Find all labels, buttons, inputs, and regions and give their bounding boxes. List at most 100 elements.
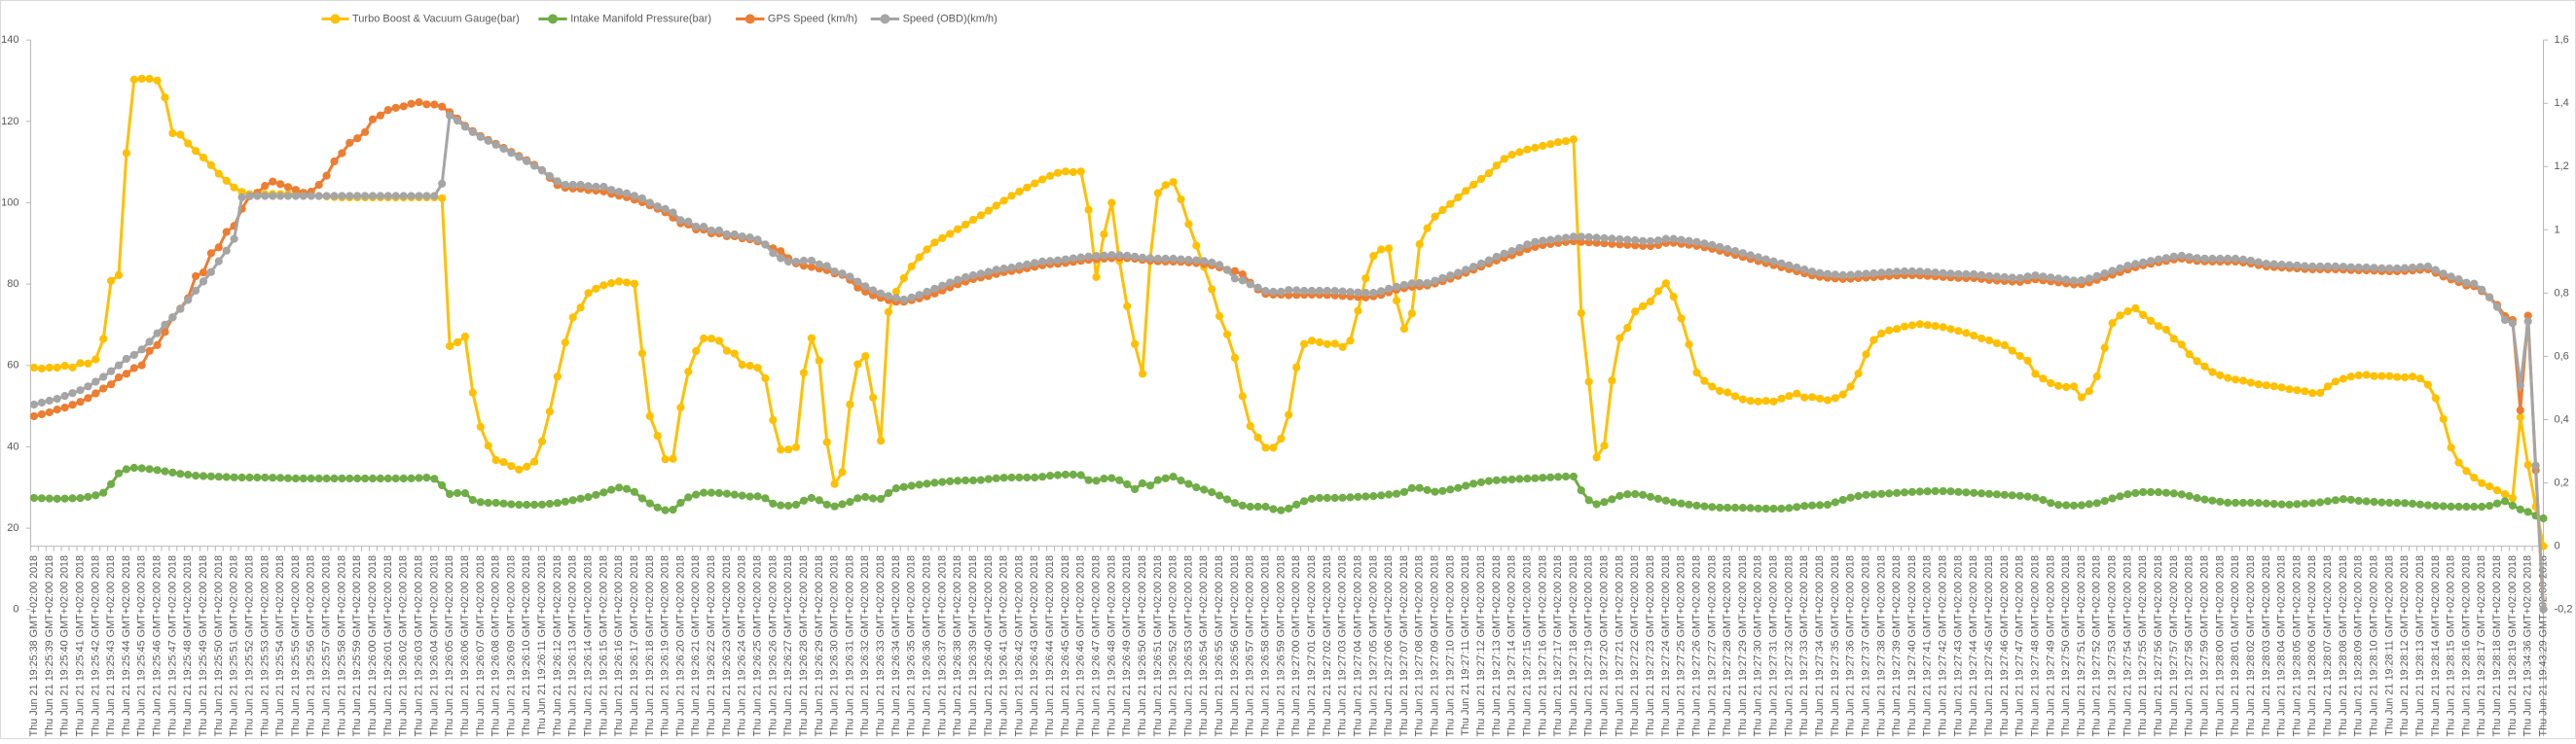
svg-text:Thu Jun 21 19:25:38 GMT+02:00: Thu Jun 21 19:25:38 GMT+02:00 2018	[28, 555, 40, 736]
svg-text:Thu Jun 21 19:26:10 GMT+02:00: Thu Jun 21 19:26:10 GMT+02:00 2018	[521, 555, 532, 736]
svg-text:Thu Jun 21 19:27:16 GMT+02:00: Thu Jun 21 19:27:16 GMT+02:00 2018	[1537, 555, 1548, 736]
svg-text:0,8: 0,8	[2555, 287, 2569, 299]
svg-text:1,6: 1,6	[2555, 34, 2569, 46]
svg-text:Thu Jun 21 19:26:40 GMT+02:00: Thu Jun 21 19:26:40 GMT+02:00 2018	[983, 555, 995, 736]
svg-text:Thu Jun 21 19:25:54 GMT+02:00: Thu Jun 21 19:25:54 GMT+02:00 2018	[274, 555, 286, 736]
svg-text:Thu Jun 21 19:25:59 GMT+02:00: Thu Jun 21 19:25:59 GMT+02:00 2018	[351, 555, 363, 736]
svg-text:Thu Jun 21 19:27:11 GMT+02:00: Thu Jun 21 19:27:11 GMT+02:00 2018	[1460, 555, 1471, 736]
svg-text:Thu Jun 21 19:25:55 GMT+02:00: Thu Jun 21 19:25:55 GMT+02:00 2018	[290, 555, 302, 736]
svg-text:Thu Jun 21 19:27:38 GMT+02:00: Thu Jun 21 19:27:38 GMT+02:00 2018	[1875, 555, 1887, 736]
svg-text:Thu Jun 21 19:28:00 GMT+02:00: Thu Jun 21 19:28:00 GMT+02:00 2018	[2214, 555, 2226, 736]
svg-text:0,4: 0,4	[2555, 414, 2569, 426]
svg-text:Thu Jun 21 19:26:55 GMT+02:00: Thu Jun 21 19:26:55 GMT+02:00 2018	[1214, 555, 1225, 736]
svg-text:Thu Jun 21 19:26:34 GMT+02:00: Thu Jun 21 19:26:34 GMT+02:00 2018	[890, 555, 902, 736]
svg-text:Thu Jun 21 19:27:22 GMT+02:00: Thu Jun 21 19:27:22 GMT+02:00 2018	[1629, 555, 1641, 736]
svg-text:Thu Jun 21 19:26:15 GMT+02:00: Thu Jun 21 19:26:15 GMT+02:00 2018	[598, 555, 609, 736]
svg-text:Thu Jun 21 19:26:45 GMT+02:00: Thu Jun 21 19:26:45 GMT+02:00 2018	[1060, 555, 1071, 736]
svg-text:Thu Jun 21 19:34:36 GMT+02:00: Thu Jun 21 19:34:36 GMT+02:00 2018	[2522, 555, 2534, 736]
svg-text:Thu Jun 21 19:28:09 GMT+02:00: Thu Jun 21 19:28:09 GMT+02:00 2018	[2353, 555, 2365, 736]
svg-text:Thu Jun 21 19:27:12 GMT+02:00: Thu Jun 21 19:27:12 GMT+02:00 2018	[1475, 555, 1487, 736]
svg-text:Thu Jun 21 19:27:33 GMT+02:00: Thu Jun 21 19:27:33 GMT+02:00 2018	[1798, 555, 1810, 736]
svg-text:Thu Jun 21 19:27:42 GMT+02:00: Thu Jun 21 19:27:42 GMT+02:00 2018	[1938, 555, 1949, 736]
svg-text:Thu Jun 21 19:26:53 GMT+02:00: Thu Jun 21 19:26:53 GMT+02:00 2018	[1182, 555, 1194, 736]
svg-text:Thu Jun 21 19:27:30 GMT+02:00: Thu Jun 21 19:27:30 GMT+02:00 2018	[1753, 555, 1764, 736]
svg-text:Turbo Boost & Vacuum Gauge(bar: Turbo Boost & Vacuum Gauge(bar)	[352, 14, 520, 25]
svg-text:Thu Jun 21 19:26:51 GMT+02:00: Thu Jun 21 19:26:51 GMT+02:00 2018	[1152, 555, 1164, 736]
svg-text:Thu Jun 21 19:27:05 GMT+02:00: Thu Jun 21 19:27:05 GMT+02:00 2018	[1367, 555, 1379, 736]
svg-text:Thu Jun 21 19:26:29 GMT+02:00: Thu Jun 21 19:26:29 GMT+02:00 2018	[814, 555, 825, 736]
svg-text:Thu Jun 21 19:28:18 GMT+02:00: Thu Jun 21 19:28:18 GMT+02:00 2018	[2491, 555, 2503, 736]
svg-text:20: 20	[7, 522, 18, 534]
svg-text:Thu Jun 21 19:26:09 GMT+02:00: Thu Jun 21 19:26:09 GMT+02:00 2018	[505, 555, 517, 736]
svg-text:Thu Jun 21 19:27:51 GMT+02:00: Thu Jun 21 19:27:51 GMT+02:00 2018	[2076, 555, 2087, 736]
svg-text:Thu Jun 21 19:27:21 GMT+02:00: Thu Jun 21 19:27:21 GMT+02:00 2018	[1614, 555, 1625, 736]
svg-text:Thu Jun 21 19:27:53 GMT+02:00: Thu Jun 21 19:27:53 GMT+02:00 2018	[2107, 555, 2119, 736]
svg-text:Thu Jun 21 19:27:46 GMT+02:00: Thu Jun 21 19:27:46 GMT+02:00 2018	[1999, 555, 2011, 736]
svg-text:Thu Jun 21 19:26:26 GMT+02:00: Thu Jun 21 19:26:26 GMT+02:00 2018	[767, 555, 779, 736]
svg-text:Thu Jun 21 19:26:00 GMT+02:00: Thu Jun 21 19:26:00 GMT+02:00 2018	[367, 555, 379, 736]
svg-text:Thu Jun 21 19:27:45 GMT+02:00: Thu Jun 21 19:27:45 GMT+02:00 2018	[1983, 555, 1995, 736]
svg-text:Thu Jun 21 19:28:02 GMT+02:00: Thu Jun 21 19:28:02 GMT+02:00 2018	[2245, 555, 2257, 736]
svg-text:Thu Jun 21 19:27:50 GMT+02:00: Thu Jun 21 19:27:50 GMT+02:00 2018	[2060, 555, 2072, 736]
svg-text:Thu Jun 21 19:26:22 GMT+02:00: Thu Jun 21 19:26:22 GMT+02:00 2018	[706, 555, 717, 736]
svg-text:Thu Jun 21 19:28:08 GMT+02:00: Thu Jun 21 19:28:08 GMT+02:00 2018	[2338, 555, 2349, 736]
svg-text:Thu Jun 21 19:25:58 GMT+02:00: Thu Jun 21 19:25:58 GMT+02:00 2018	[336, 555, 347, 736]
svg-text:Thu Jun 21 19:27:17 GMT+02:00: Thu Jun 21 19:27:17 GMT+02:00 2018	[1552, 555, 1564, 736]
svg-text:Thu Jun 21 19:26:27 GMT+02:00: Thu Jun 21 19:26:27 GMT+02:00 2018	[782, 555, 794, 736]
svg-text:Thu Jun 21 19:28:10 GMT+02:00: Thu Jun 21 19:28:10 GMT+02:00 2018	[2369, 555, 2380, 736]
svg-text:Thu Jun 21 19:26:19 GMT+02:00: Thu Jun 21 19:26:19 GMT+02:00 2018	[660, 555, 671, 736]
svg-text:Thu Jun 21 19:25:48 GMT+02:00: Thu Jun 21 19:25:48 GMT+02:00 2018	[182, 555, 194, 736]
svg-text:Thu Jun 21 19:25:49 GMT+02:00: Thu Jun 21 19:25:49 GMT+02:00 2018	[198, 555, 209, 736]
svg-text:Thu Jun 21 19:28:11 GMT+02:00: Thu Jun 21 19:28:11 GMT+02:00 2018	[2383, 555, 2395, 736]
svg-text:Thu Jun 21 19:26:58 GMT+02:00: Thu Jun 21 19:26:58 GMT+02:00 2018	[1260, 555, 1272, 736]
svg-text:Thu Jun 21 19:27:14 GMT+02:00: Thu Jun 21 19:27:14 GMT+02:00 2018	[1506, 555, 1518, 736]
svg-text:Thu Jun 21 19:26:21 GMT+02:00: Thu Jun 21 19:26:21 GMT+02:00 2018	[690, 555, 702, 736]
svg-text:Thu Jun 21 19:26:25 GMT+02:00: Thu Jun 21 19:26:25 GMT+02:00 2018	[752, 555, 764, 736]
svg-text:Thu Jun 21 19:25:47 GMT+02:00: Thu Jun 21 19:25:47 GMT+02:00 2018	[166, 555, 178, 736]
svg-text:Thu Jun 21 19:26:41 GMT+02:00: Thu Jun 21 19:26:41 GMT+02:00 2018	[998, 555, 1010, 736]
svg-text:Thu Jun 21 19:27:07 GMT+02:00: Thu Jun 21 19:27:07 GMT+02:00 2018	[1398, 555, 1410, 736]
svg-text:Thu Jun 21 19:27:10 GMT+02:00: Thu Jun 21 19:27:10 GMT+02:00 2018	[1444, 555, 1456, 736]
svg-text:0,6: 0,6	[2555, 350, 2569, 362]
svg-text:Thu Jun 21 19:26:23 GMT+02:00: Thu Jun 21 19:26:23 GMT+02:00 2018	[721, 555, 733, 736]
svg-text:Thu Jun 21 19:27:24 GMT+02:00: Thu Jun 21 19:27:24 GMT+02:00 2018	[1660, 555, 1672, 736]
svg-text:Thu Jun 21 19:43:29 GMT+02:00: Thu Jun 21 19:43:29 GMT+02:00 2018	[2538, 555, 2550, 736]
svg-text:Thu Jun 21 19:25:51 GMT+02:00: Thu Jun 21 19:25:51 GMT+02:00 2018	[229, 555, 240, 736]
svg-text:Thu Jun 21 19:26:54 GMT+02:00: Thu Jun 21 19:26:54 GMT+02:00 2018	[1198, 555, 1210, 736]
svg-text:Thu Jun 21 19:26:06 GMT+02:00: Thu Jun 21 19:26:06 GMT+02:00 2018	[459, 555, 471, 736]
svg-text:Thu Jun 21 19:28:19 GMT+02:00: Thu Jun 21 19:28:19 GMT+02:00 2018	[2507, 555, 2519, 736]
svg-text:Thu Jun 21 19:27:54 GMT+02:00: Thu Jun 21 19:27:54 GMT+02:00 2018	[2122, 555, 2133, 736]
svg-text:Thu Jun 21 19:25:39 GMT+02:00: Thu Jun 21 19:25:39 GMT+02:00 2018	[44, 555, 55, 736]
svg-text:80: 80	[7, 278, 18, 290]
svg-text:0: 0	[13, 604, 18, 616]
svg-text:Thu Jun 21 19:25:45 GMT+02:00: Thu Jun 21 19:25:45 GMT+02:00 2018	[136, 555, 148, 736]
svg-text:120: 120	[1, 116, 18, 127]
svg-text:Thu Jun 21 19:25:41 GMT+02:00: Thu Jun 21 19:25:41 GMT+02:00 2018	[75, 555, 87, 736]
svg-text:Thu Jun 21 19:26:43 GMT+02:00: Thu Jun 21 19:26:43 GMT+02:00 2018	[1029, 555, 1040, 736]
svg-text:Thu Jun 21 19:26:14 GMT+02:00: Thu Jun 21 19:26:14 GMT+02:00 2018	[583, 555, 595, 736]
svg-text:Thu Jun 21 19:26:24 GMT+02:00: Thu Jun 21 19:26:24 GMT+02:00 2018	[737, 555, 748, 736]
svg-text:Thu Jun 21 19:26:49 GMT+02:00: Thu Jun 21 19:26:49 GMT+02:00 2018	[1121, 555, 1133, 736]
svg-text:Thu Jun 21 19:27:00 GMT+02:00: Thu Jun 21 19:27:00 GMT+02:00 2018	[1290, 555, 1302, 736]
svg-text:Thu Jun 21 19:25:43 GMT+02:00: Thu Jun 21 19:25:43 GMT+02:00 2018	[105, 555, 117, 736]
svg-text:Thu Jun 21 19:27:34 GMT+02:00: Thu Jun 21 19:27:34 GMT+02:00 2018	[1814, 555, 1826, 736]
svg-text:Thu Jun 21 19:27:08 GMT+02:00: Thu Jun 21 19:27:08 GMT+02:00 2018	[1414, 555, 1426, 736]
svg-text:Thu Jun 21 19:27:25 GMT+02:00: Thu Jun 21 19:27:25 GMT+02:00 2018	[1676, 555, 1687, 736]
svg-text:-0,2: -0,2	[2555, 604, 2573, 616]
svg-text:Thu Jun 21 19:26:38 GMT+02:00: Thu Jun 21 19:26:38 GMT+02:00 2018	[952, 555, 963, 736]
svg-text:Thu Jun 21 19:27:03 GMT+02:00: Thu Jun 21 19:27:03 GMT+02:00 2018	[1337, 555, 1349, 736]
svg-text:Thu Jun 21 19:27:27 GMT+02:00: Thu Jun 21 19:27:27 GMT+02:00 2018	[1706, 555, 1718, 736]
svg-text:Thu Jun 21 19:27:55 GMT+02:00: Thu Jun 21 19:27:55 GMT+02:00 2018	[2137, 555, 2149, 736]
svg-text:0,2: 0,2	[2555, 478, 2569, 489]
svg-text:Thu Jun 21 19:27:02 GMT+02:00: Thu Jun 21 19:27:02 GMT+02:00 2018	[1322, 555, 1333, 736]
svg-text:Thu Jun 21 19:26:02 GMT+02:00: Thu Jun 21 19:26:02 GMT+02:00 2018	[398, 555, 410, 736]
svg-text:Thu Jun 21 19:27:43 GMT+02:00: Thu Jun 21 19:27:43 GMT+02:00 2018	[1952, 555, 1964, 736]
svg-text:1,2: 1,2	[2555, 160, 2569, 172]
svg-text:Thu Jun 21 19:26:46 GMT+02:00: Thu Jun 21 19:26:46 GMT+02:00 2018	[1075, 555, 1087, 736]
svg-text:Thu Jun 21 19:27:32 GMT+02:00: Thu Jun 21 19:27:32 GMT+02:00 2018	[1783, 555, 1795, 736]
svg-text:Thu Jun 21 19:26:07 GMT+02:00: Thu Jun 21 19:26:07 GMT+02:00 2018	[475, 555, 487, 736]
svg-text:Thu Jun 21 19:27:18 GMT+02:00: Thu Jun 21 19:27:18 GMT+02:00 2018	[1568, 555, 1579, 736]
svg-text:Thu Jun 21 19:26:39 GMT+02:00: Thu Jun 21 19:26:39 GMT+02:00 2018	[967, 555, 979, 736]
svg-text:Thu Jun 21 19:28:12 GMT+02:00: Thu Jun 21 19:28:12 GMT+02:00 2018	[2399, 555, 2411, 736]
svg-text:Thu Jun 21 19:28:05 GMT+02:00: Thu Jun 21 19:28:05 GMT+02:00 2018	[2291, 555, 2303, 736]
